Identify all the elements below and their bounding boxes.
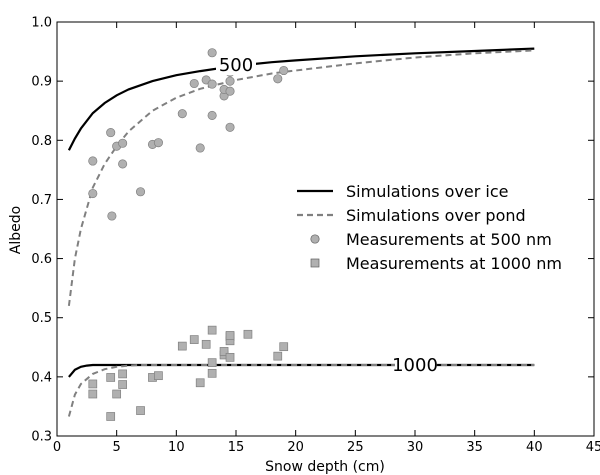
marker-500nm (195, 143, 205, 153)
marker-500nm (177, 109, 187, 119)
marker-1000nm (136, 406, 145, 415)
legend-label: Measurements at 1000 nm (346, 254, 562, 273)
legend-label: Simulations over ice (346, 182, 509, 201)
y-tick-label: 0.3 (31, 430, 52, 445)
marker-1000nm (189, 335, 199, 344)
marker-500nm (207, 110, 217, 120)
marker-1000nm (112, 389, 122, 399)
marker-1000nm (88, 389, 98, 399)
x-tick-label: 40 (526, 440, 543, 455)
marker-500nm (273, 74, 283, 84)
series-markers (88, 48, 289, 421)
marker-1000nm (195, 378, 205, 388)
marker-1000nm (243, 329, 253, 339)
marker-1000nm (219, 347, 229, 356)
marker-1000nm (207, 368, 217, 378)
marker-1000nm (118, 369, 127, 379)
series-lines (67, 47, 535, 417)
series-line-0 (67, 47, 535, 151)
marker-1000nm (225, 352, 235, 362)
y-tick-label: 0.9 (31, 75, 52, 90)
x-axis-label: Snow depth (cm) (265, 459, 385, 475)
y-tick-label: 0.6 (31, 252, 52, 267)
marker-1000nm (106, 412, 116, 421)
x-tick-label: 10 (168, 440, 185, 455)
y-tick-label: 0.4 (31, 370, 52, 385)
marker-500nm (207, 79, 217, 89)
x-tick-label: 35 (466, 440, 483, 455)
marker-500nm (118, 159, 128, 169)
legend-label: Simulations over pond (346, 206, 526, 225)
curve-label-bg (395, 355, 435, 376)
marker-500nm (153, 138, 163, 148)
marker-500nm (135, 187, 146, 197)
marker-1000nm (118, 380, 127, 389)
marker-500nm (189, 78, 199, 89)
series-line-3 (67, 364, 535, 417)
marker-500nm (225, 86, 235, 96)
marker-500nm (207, 48, 217, 58)
x-tick-label: 30 (407, 440, 424, 455)
y-tick-label: 1.0 (31, 16, 52, 31)
marker-500nm (106, 128, 116, 138)
curve-label: 1000 (392, 355, 438, 376)
y-tick-label: 0.8 (31, 134, 52, 149)
legend: Simulations over ice Simulations over pon… (297, 182, 562, 273)
marker-500nm (118, 138, 128, 148)
marker-1000nm (106, 373, 116, 382)
marker-1000nm (207, 358, 217, 368)
marker-1000nm (201, 339, 211, 349)
plot-frame (56, 21, 595, 437)
legend-marker-circle (310, 234, 320, 244)
marker-500nm (225, 76, 235, 86)
x-tick-label: 0 (53, 440, 61, 455)
marker-500nm (225, 122, 235, 132)
marker-500nm (88, 156, 98, 166)
x-tick-label: 45 (586, 440, 600, 455)
marker-1000nm (273, 351, 283, 361)
marker-500nm (279, 65, 289, 76)
x-tick-label: 20 (287, 440, 304, 455)
y-tick-label: 0.5 (31, 311, 52, 326)
axis-ticks: 0 5 10 15 20 25 30 35 40 45 0.3 0.4 0.5 0.6 0.7 0.8 0.9 1… (31, 16, 600, 456)
curve-labels: 500 1000 (216, 55, 438, 376)
curve-label-bg (216, 55, 256, 76)
marker-500nm (88, 188, 98, 199)
marker-1000nm (88, 379, 98, 389)
legend-label: Measurements at 500 nm (346, 230, 552, 249)
y-axis-label: Albedo (8, 206, 24, 254)
y-tick-label: 0.7 (31, 193, 52, 208)
x-tick-label: 25 (347, 440, 364, 455)
marker-1000nm (207, 325, 217, 335)
x-tick-label: 15 (228, 440, 245, 455)
x-tick-label: 5 (113, 440, 121, 455)
marker-1000nm (279, 342, 289, 352)
curve-label: 500 (219, 55, 253, 76)
marker-500nm (107, 211, 117, 221)
marker-1000nm (177, 341, 187, 351)
legend-marker-square (310, 258, 320, 268)
marker-1000nm (225, 331, 235, 340)
marker-1000nm (154, 371, 163, 381)
